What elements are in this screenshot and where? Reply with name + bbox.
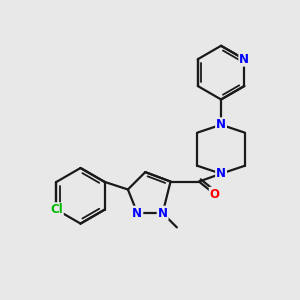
Text: Cl: Cl xyxy=(50,203,63,216)
Text: N: N xyxy=(216,118,226,131)
Text: N: N xyxy=(239,53,249,66)
Text: N: N xyxy=(132,207,142,220)
Text: N: N xyxy=(216,167,226,180)
Text: N: N xyxy=(158,207,168,220)
Text: O: O xyxy=(210,188,220,201)
